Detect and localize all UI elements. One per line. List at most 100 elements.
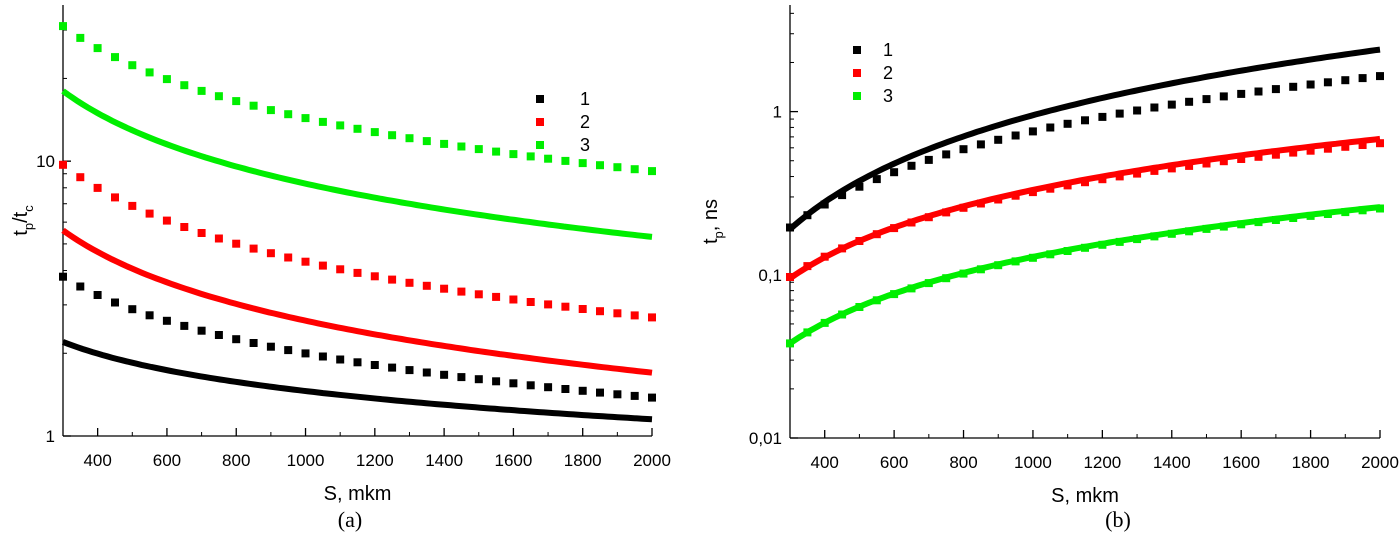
data-point-2 bbox=[1237, 155, 1246, 163]
data-point-1 bbox=[855, 182, 864, 191]
data-point-1 bbox=[1028, 127, 1037, 136]
data-point-2 bbox=[370, 272, 379, 281]
data-point-3 bbox=[872, 296, 881, 305]
data-point-2 bbox=[1028, 188, 1037, 197]
data-point-2 bbox=[145, 209, 154, 218]
data-point-3 bbox=[76, 33, 85, 42]
panel-a: 400 600 800 1000 1200 1400 1600 1800 2000 1 10 1 2 3 S… bbox=[10, 5, 671, 532]
data-point-3 bbox=[388, 131, 397, 140]
data-point-1 bbox=[180, 321, 189, 330]
data-point-3 bbox=[1306, 211, 1315, 220]
legend-symbol-1 bbox=[536, 95, 544, 103]
y-tick-label: 1 bbox=[46, 427, 55, 446]
series-line-3 bbox=[61, 88, 653, 240]
x-tick-label: 1800 bbox=[1292, 453, 1330, 472]
data-point-3 bbox=[1237, 220, 1246, 229]
data-point-1 bbox=[336, 355, 345, 364]
data-point-2 bbox=[1202, 159, 1211, 168]
x-tick-label: 600 bbox=[880, 453, 908, 472]
data-point-1 bbox=[1115, 109, 1124, 118]
data-point-1 bbox=[1081, 116, 1089, 125]
data-point-3 bbox=[1202, 224, 1211, 233]
data-point-1 bbox=[59, 272, 67, 281]
data-point-2 bbox=[1185, 161, 1194, 170]
data-point-3 bbox=[128, 61, 137, 70]
data-point-3 bbox=[145, 68, 154, 77]
data-point-3 bbox=[370, 128, 379, 137]
data-point-2 bbox=[509, 295, 518, 304]
legend-label-3: 3 bbox=[883, 86, 893, 106]
data-point-1 bbox=[1063, 119, 1072, 128]
data-point-3 bbox=[1185, 227, 1194, 236]
x-tick-label: 1400 bbox=[1153, 453, 1191, 472]
data-point-2 bbox=[544, 300, 553, 309]
data-point-3 bbox=[803, 328, 812, 337]
data-point-2 bbox=[1167, 164, 1176, 173]
data-point-1 bbox=[1254, 87, 1263, 96]
data-point-3 bbox=[786, 339, 794, 348]
data-point-1 bbox=[578, 386, 587, 395]
data-point-1 bbox=[93, 291, 102, 299]
data-point-1 bbox=[1185, 97, 1194, 106]
data-point-3 bbox=[318, 117, 327, 126]
data-point-3 bbox=[820, 318, 829, 327]
data-point-1 bbox=[786, 223, 794, 232]
data-point-1 bbox=[370, 361, 379, 369]
data-point-3 bbox=[405, 134, 414, 143]
data-point-3 bbox=[630, 165, 639, 174]
data-point-1 bbox=[959, 145, 968, 154]
data-point-3 bbox=[1011, 257, 1020, 266]
data-point-2 bbox=[1133, 169, 1142, 178]
data-point-2 bbox=[1289, 148, 1298, 157]
data-point-3 bbox=[1289, 214, 1298, 222]
data-point-3 bbox=[59, 22, 67, 31]
series-2 bbox=[786, 135, 1384, 281]
data-point-3 bbox=[111, 53, 119, 62]
data-point-1 bbox=[976, 140, 985, 149]
x-tick-label: 1600 bbox=[494, 451, 532, 470]
data-point-3 bbox=[1046, 250, 1055, 259]
data-point-2 bbox=[1150, 166, 1159, 175]
data-point-2 bbox=[942, 208, 951, 217]
data-point-3 bbox=[1271, 216, 1280, 224]
data-point-3 bbox=[924, 279, 933, 288]
data-point-1 bbox=[422, 368, 431, 377]
data-point-2 bbox=[1358, 141, 1367, 149]
data-point-1 bbox=[942, 150, 951, 159]
data-point-1 bbox=[648, 393, 656, 402]
data-point-3 bbox=[976, 265, 985, 274]
data-point-2 bbox=[457, 287, 466, 296]
data-point-3 bbox=[596, 161, 604, 170]
legend-symbol-1 bbox=[853, 46, 861, 54]
data-point-1 bbox=[1219, 92, 1228, 101]
data-point-1 bbox=[544, 383, 553, 392]
data-point-2 bbox=[232, 239, 241, 248]
data-point-3 bbox=[613, 163, 622, 172]
data-point-1 bbox=[1133, 106, 1142, 115]
data-point-1 bbox=[301, 349, 310, 358]
panel-caption: (b) bbox=[1105, 507, 1131, 532]
y-axis-label: tp, ns bbox=[700, 199, 726, 244]
data-point-2 bbox=[128, 201, 137, 210]
data-point-2 bbox=[630, 311, 639, 320]
x-tick-label: 1800 bbox=[564, 451, 602, 470]
legend-symbol-2 bbox=[853, 69, 861, 77]
legend-label-1: 1 bbox=[580, 89, 590, 109]
series-line-2 bbox=[788, 135, 1381, 281]
y-axis-label-main1: t bbox=[700, 238, 722, 244]
data-point-1 bbox=[474, 375, 483, 384]
data-point-3 bbox=[457, 142, 466, 151]
data-point-1 bbox=[457, 373, 466, 382]
series-3 bbox=[59, 22, 656, 240]
x-tick-label: 1400 bbox=[425, 451, 463, 470]
data-point-3 bbox=[959, 269, 968, 278]
data-point-3 bbox=[1081, 243, 1089, 252]
x-tick-label: 2000 bbox=[633, 451, 671, 470]
y-axis-label: tp/tc bbox=[10, 205, 36, 236]
data-point-1 bbox=[1323, 78, 1332, 87]
data-point-1 bbox=[526, 381, 535, 390]
data-point-2 bbox=[474, 290, 483, 299]
data-point-2 bbox=[301, 257, 310, 266]
data-point-1 bbox=[388, 363, 397, 372]
data-point-3 bbox=[1115, 237, 1124, 246]
